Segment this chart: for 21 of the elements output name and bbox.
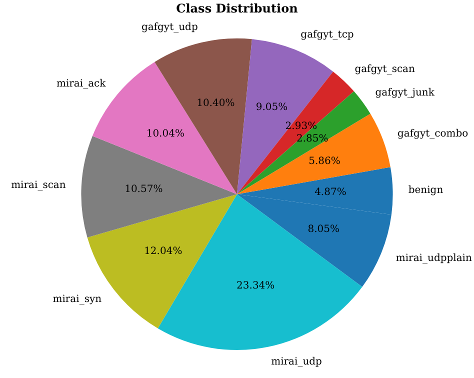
data-label: 5.86% bbox=[308, 156, 340, 167]
slice-label: mirai_udp bbox=[271, 356, 322, 368]
data-label: 23.34% bbox=[236, 280, 275, 292]
slice-label: gafgyt_scan bbox=[354, 64, 416, 76]
slice-label: benign bbox=[408, 185, 444, 196]
slice-label: gafgyt_combo bbox=[397, 128, 468, 140]
slice-label: mirai_scan bbox=[11, 180, 66, 192]
slice-label: mirai_udpplain bbox=[396, 253, 472, 264]
data-label: 10.57% bbox=[124, 184, 163, 196]
chart-title: Class Distribution bbox=[176, 1, 298, 16]
data-label: 10.04% bbox=[146, 128, 184, 140]
data-label: 12.04% bbox=[144, 246, 182, 258]
data-label: 9.05% bbox=[256, 102, 288, 114]
slice-label: gafgyt_junk bbox=[375, 88, 436, 99]
data-label: 8.05% bbox=[308, 224, 340, 235]
slice-label: gafgyt_tcp bbox=[300, 30, 354, 41]
slice-label: mirai_syn bbox=[52, 294, 102, 305]
slice-label: mirai_ack bbox=[56, 78, 107, 90]
data-label: 4.87% bbox=[314, 186, 346, 198]
data-label: 10.40% bbox=[196, 98, 235, 109]
slice-label: gafgyt_udp bbox=[141, 22, 198, 33]
